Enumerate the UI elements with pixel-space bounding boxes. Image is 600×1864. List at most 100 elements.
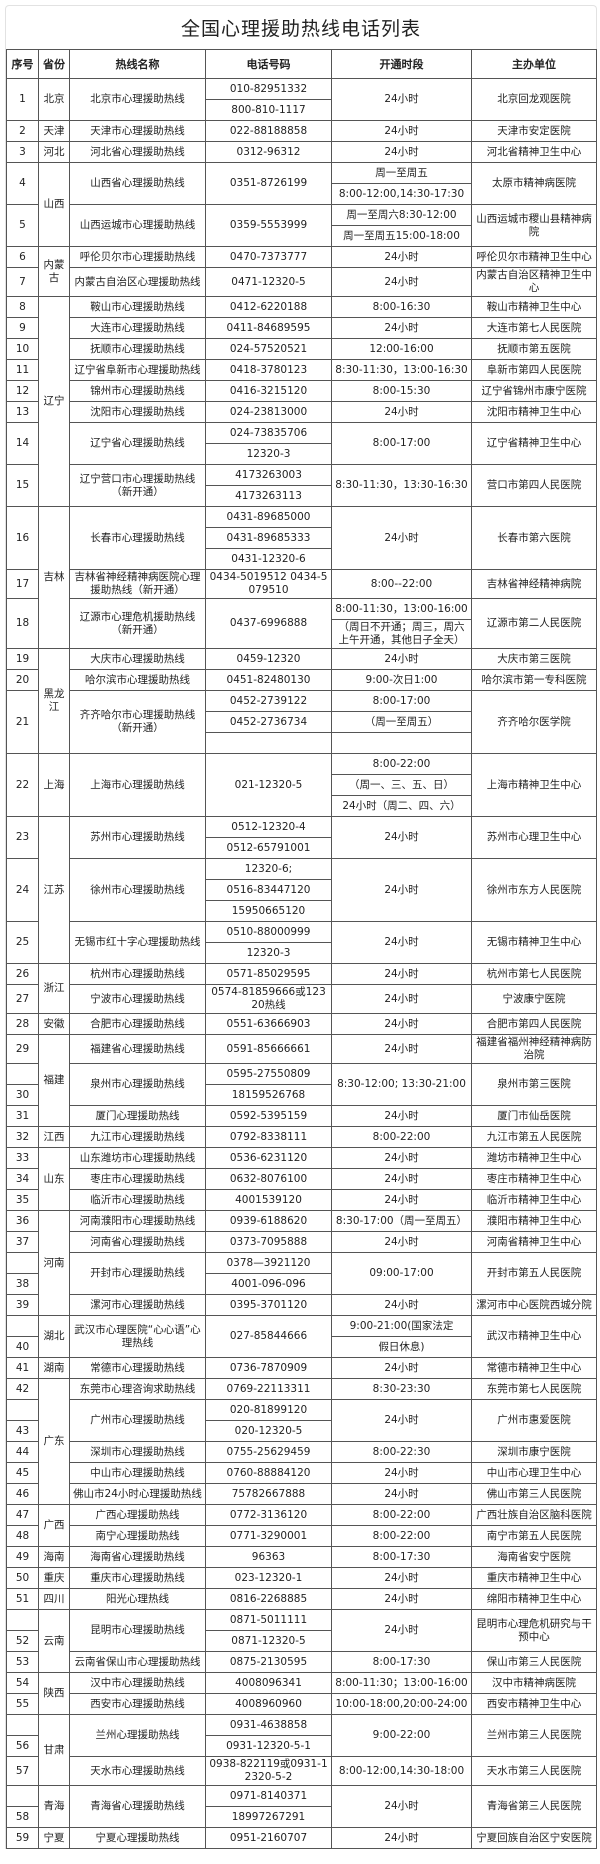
table-row: 10 抚顺市心理援助热线 024-57520521 12:00-16:00 抚顺市第五医… bbox=[6, 338, 597, 360]
row-number: 2 bbox=[6, 120, 39, 142]
row-number: 36 bbox=[6, 1210, 39, 1232]
table-row: 云南 昆明市心理援助热线 0871-5011111 24小时 昆明市心理危机研究与干预中… bbox=[6, 1609, 597, 1673]
phone-number: 020-12320-5 bbox=[205, 1420, 332, 1442]
service-hours: 24小时 bbox=[331, 120, 472, 142]
row-number: 52 bbox=[6, 1630, 39, 1652]
hotline-name: 呼伦贝尔市心理援助热线 bbox=[69, 246, 206, 268]
table-row: 44 深圳市心理援助热线 0755-25629459 8:00-22:30 深圳市康宁医… bbox=[6, 1441, 597, 1463]
organizer: 中山市心理卫生中心 bbox=[471, 1462, 597, 1484]
service-hours: 12:00-16:00 bbox=[331, 338, 472, 360]
service-hours: 24小时 bbox=[331, 1483, 472, 1505]
header-hotline-name: 热线名称 bbox=[69, 49, 206, 79]
phone-number: 0312-96312 bbox=[205, 141, 332, 163]
phone-number: 027-85844666 bbox=[205, 1315, 332, 1358]
service-hours: 24小时 bbox=[331, 401, 472, 423]
service-hours: 24小时 bbox=[331, 1034, 472, 1064]
hotline-name: 临沂市心理援助热线 bbox=[69, 1189, 206, 1211]
table-row: 24 徐州市心理援助热线 12320-6; 24小时 徐州市东方人民医院 bbox=[6, 858, 597, 922]
organizer: 吉林省神经精神病院 bbox=[471, 569, 597, 599]
organizer: 太原市精神病医院 bbox=[471, 162, 597, 205]
service-hours: （周一、三、五、日） bbox=[331, 774, 472, 796]
table-row: 59 宁夏 宁夏心理援助热线 0951-2160707 24小时 宁夏回族自治区宁安医院 bbox=[6, 1827, 597, 1849]
province: 湖南 bbox=[38, 1357, 70, 1379]
service-hours: 8:00-15:30 bbox=[331, 380, 472, 402]
phone-number: 022-88188858 bbox=[205, 120, 332, 142]
organizer: 齐齐哈尔医学院 bbox=[471, 690, 597, 754]
service-hours: 24小时 bbox=[331, 1013, 472, 1035]
table-row: 甘肃 兰州心理援助热线 0931-4638858 9:00-22:00 兰州市第三人民医… bbox=[6, 1714, 597, 1786]
service-hours: 24小时 bbox=[331, 921, 472, 964]
province: 云南 bbox=[38, 1609, 70, 1673]
phone-number: 0792-8338111 bbox=[205, 1126, 332, 1148]
organizer: 辽宁省锦州市康宁医院 bbox=[471, 380, 597, 402]
table-row: 青海 青海省心理援助热线 0971-8140371 24小时 青海省第三人民医院 bbox=[6, 1785, 597, 1828]
service-hours: 8:30-11:30，13:30-16:30 bbox=[331, 464, 472, 507]
table-row: 37 河南省心理援助热线 0373-7095888 24小时 河南省精神卫生中心 bbox=[6, 1231, 597, 1253]
phone-number: 0411-84689595 bbox=[205, 317, 332, 339]
province: 海南 bbox=[38, 1546, 70, 1568]
hotline-name: 辽宁省心理援助热线 bbox=[69, 422, 206, 465]
row-number: 22 bbox=[6, 753, 39, 817]
hotline-name: 长春市心理援助热线 bbox=[69, 506, 206, 570]
phone-number: 023-12320-1 bbox=[205, 1567, 332, 1589]
hotline-name: 合肥市心理援助热线 bbox=[69, 1013, 206, 1035]
phone-number: 0875-2130595 bbox=[205, 1651, 332, 1673]
row-number: 31 bbox=[6, 1105, 39, 1127]
row-number: 48 bbox=[6, 1525, 39, 1547]
service-hours: 24小时 bbox=[331, 1462, 472, 1484]
phone-number: 0592-5395159 bbox=[205, 1105, 332, 1127]
phone-number: 0431-12320-6 bbox=[205, 548, 332, 570]
row-number: 39 bbox=[6, 1294, 39, 1316]
phone-number: 12320-3 bbox=[205, 942, 332, 964]
hotline-name: 北京市心理援助热线 bbox=[69, 78, 206, 121]
organizer: 漯河市中心医院西城分院 bbox=[471, 1294, 597, 1316]
service-hours: 24小时 bbox=[331, 1827, 472, 1849]
hotline-name: 青海省心理援助热线 bbox=[69, 1785, 206, 1828]
phone-number: 0736-7870909 bbox=[205, 1357, 332, 1379]
phone-number: 4008096341 bbox=[205, 1672, 332, 1694]
hotline-name: 海南省心理援助热线 bbox=[69, 1546, 206, 1568]
organizer: 沈阳市精神卫生中心 bbox=[471, 401, 597, 423]
table-row: 31 厦门心理援助热线 0592-5395159 24小时 厦门市仙岳医院 bbox=[6, 1105, 597, 1127]
row-number: 29 bbox=[6, 1034, 39, 1064]
service-hours bbox=[331, 732, 472, 754]
service-hours: 24小时 bbox=[331, 1609, 472, 1652]
hotline-name: 佛山市24小时心理援助热线 bbox=[69, 1483, 206, 1505]
table-row: 0452-2736734 （周一至周五） bbox=[7, 711, 597, 733]
table-row: 12 锦州市心理援助热线 0416-3215120 8:00-15:30 辽宁省锦州市康… bbox=[6, 380, 597, 402]
table-row: 25 无锡市红十字心理援助热线 0510-88000999 24小时 无锡市精神卫生中心 bbox=[6, 921, 597, 964]
phone-number: 0971-8140371 bbox=[205, 1785, 332, 1807]
service-hours: 8:00-16:30 bbox=[331, 296, 472, 318]
service-hours: 24小时 bbox=[331, 1567, 472, 1589]
row-number: 54 bbox=[6, 1672, 39, 1694]
phone-number: 96363 bbox=[205, 1546, 332, 1568]
service-hours: 09:00-17:00 bbox=[331, 1252, 472, 1295]
table-row: 16 吉林 长春市心理援助热线 0431-89685000 24小时 长春市第六医院 bbox=[6, 506, 597, 649]
phone-number: 0939-6188620 bbox=[205, 1210, 332, 1232]
phone-number: 0551-63666903 bbox=[205, 1013, 332, 1035]
hotline-name: 内蒙古自治区心理援助热线 bbox=[69, 267, 206, 297]
organizer: 海南省安宁医院 bbox=[471, 1546, 597, 1568]
phone-number: 0416-3215120 bbox=[205, 380, 332, 402]
hotline-name: 抚顺市心理援助热线 bbox=[69, 338, 206, 360]
row-number: 34 bbox=[6, 1168, 39, 1190]
row-number: 42 bbox=[6, 1378, 39, 1400]
organizer: 苏州市心理卫生中心 bbox=[471, 816, 597, 859]
hotline-name: 辽宁营口市心理援助热线（新开通） bbox=[69, 464, 206, 507]
table-row: 53 云南省保山市心理援助热线 0875-2130595 8:00-17:30 保山市第… bbox=[6, 1651, 597, 1673]
organizer: 濮阳市精神卫生中心 bbox=[471, 1210, 597, 1232]
phone-number: 0459-12320 bbox=[205, 648, 332, 670]
phone-number: 0431-89685000 bbox=[205, 506, 332, 528]
table-row: 36 河南 河南濮阳市心理援助热线 0939-6188620 8:30-17:00（周一… bbox=[6, 1210, 597, 1316]
table-row: 0516-83447120 bbox=[7, 879, 597, 901]
phone-number: 12320-6; bbox=[205, 858, 332, 880]
service-hours: 24小时（周二、四、六） bbox=[331, 795, 472, 817]
organizer: 杭州市第七人民医院 bbox=[471, 963, 597, 985]
service-hours: 8:00-17:30 bbox=[331, 1546, 472, 1568]
phone-number: 020-81899120 bbox=[205, 1399, 332, 1421]
service-hours: 24小时 bbox=[331, 1105, 472, 1127]
organizer: 广西壮族自治区脑科医院 bbox=[471, 1504, 597, 1526]
header-organizer: 主办单位 bbox=[471, 49, 597, 79]
service-hours: 8:30-12:00; 13:30-21:00 bbox=[331, 1063, 472, 1106]
table-row: 9 大连市心理援助热线 0411-84689595 24小时 大连市第七人民医院 bbox=[6, 317, 597, 339]
